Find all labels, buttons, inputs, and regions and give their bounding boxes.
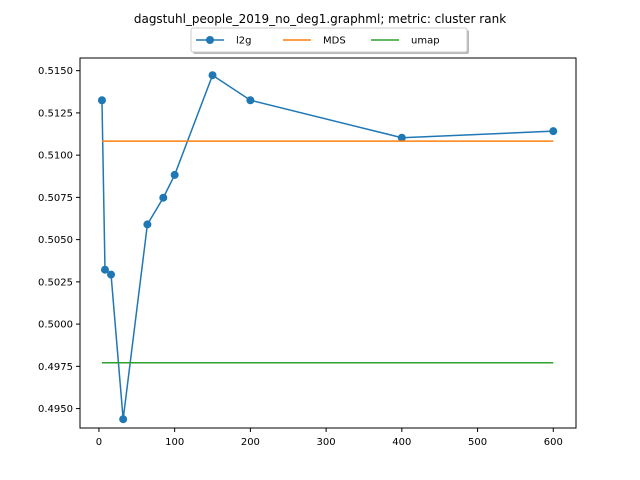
legend-label: umap bbox=[411, 36, 440, 47]
x-tick-label: 0 bbox=[96, 437, 102, 448]
legend-entry-l2g: l2g bbox=[196, 36, 252, 47]
data-point bbox=[97, 96, 106, 105]
legend-label: MDS bbox=[323, 36, 346, 47]
legend: l2g MDS umap bbox=[190, 27, 469, 54]
data-point bbox=[100, 265, 109, 274]
x-tick-label: 200 bbox=[241, 437, 260, 448]
y-tick-label: 0.5100 bbox=[38, 151, 73, 162]
y-tick-label: 0.4975 bbox=[38, 362, 73, 373]
data-point bbox=[549, 127, 558, 136]
y-tick-label: 0.5150 bbox=[38, 66, 73, 77]
data-point bbox=[107, 270, 116, 279]
data-point bbox=[208, 71, 217, 80]
legend-box bbox=[190, 27, 468, 53]
series-l2g bbox=[97, 71, 558, 424]
data-point bbox=[143, 220, 152, 229]
x-tick-label: 500 bbox=[468, 437, 487, 448]
legend-label: l2g bbox=[236, 36, 252, 47]
y-tick-label: 0.5050 bbox=[38, 235, 73, 246]
y-tick-label: 0.5125 bbox=[38, 108, 73, 119]
x-tick-label: 600 bbox=[544, 437, 563, 448]
x-tick-label: 400 bbox=[392, 437, 411, 448]
y-tick-label: 0.4950 bbox=[38, 404, 73, 415]
x-tick-label: 300 bbox=[317, 437, 336, 448]
y-axis: 0.4950 0.4975 0.5000 0.5025 0.5050 0.5075 0.51… bbox=[38, 66, 80, 415]
legend-marker bbox=[206, 36, 214, 44]
y-tick-label: 0.5025 bbox=[38, 277, 73, 288]
legend-entry-umap: umap bbox=[371, 36, 440, 47]
data-point bbox=[119, 415, 128, 424]
y-tick-label: 0.5000 bbox=[38, 320, 73, 331]
legend-entry-MDS: MDS bbox=[283, 36, 346, 47]
y-tick-label: 0.5075 bbox=[38, 193, 73, 204]
x-tick-label: 100 bbox=[165, 437, 184, 448]
data-point bbox=[397, 133, 406, 142]
data-point bbox=[170, 170, 179, 179]
x-axis: 0 100 200 300 400 500 600 bbox=[96, 428, 563, 448]
plot-frame bbox=[79, 57, 577, 429]
chart-title: dagstuhl_people_2019_no_deg1.graphml; me… bbox=[134, 12, 506, 26]
data-point bbox=[159, 193, 168, 202]
series-layer bbox=[97, 71, 558, 424]
data-point bbox=[246, 96, 255, 105]
